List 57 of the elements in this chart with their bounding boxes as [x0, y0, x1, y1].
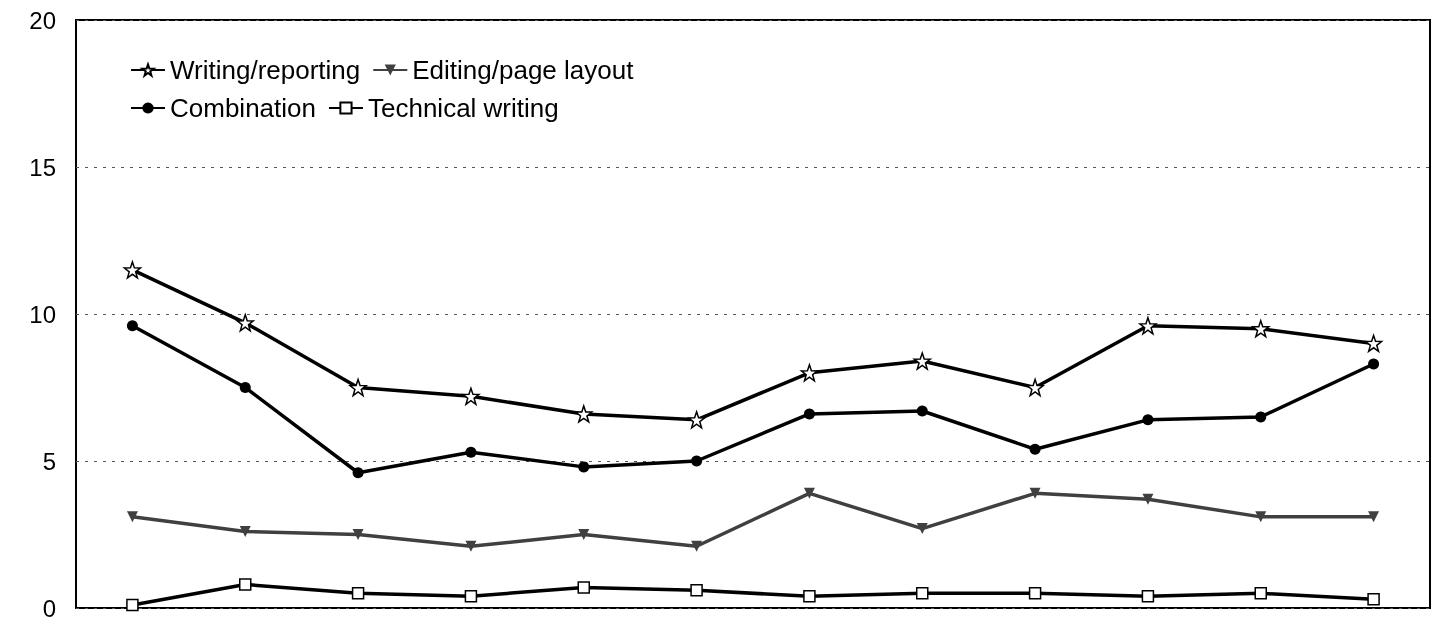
- point: [691, 455, 703, 467]
- point: [690, 584, 703, 597]
- y-tick-label: 0: [42, 594, 56, 622]
- point: [1364, 334, 1383, 353]
- point: [1368, 358, 1380, 370]
- point: [236, 314, 254, 332]
- legend-label: Combination: [170, 93, 316, 123]
- point: [1255, 411, 1267, 423]
- point: [578, 529, 590, 540]
- point: [123, 261, 142, 279]
- point: [1141, 589, 1155, 603]
- legend-label: Editing/page layout: [412, 55, 635, 85]
- point: [803, 408, 815, 420]
- point: [575, 405, 593, 423]
- point: [1142, 414, 1154, 426]
- point: [913, 352, 931, 370]
- point: [239, 578, 252, 591]
- point: [1367, 592, 1380, 606]
- point: [239, 382, 251, 393]
- point: [916, 587, 929, 600]
- point: [352, 467, 364, 479]
- point: [1142, 493, 1154, 505]
- legend-label: Technical writing: [367, 93, 559, 123]
- point: [349, 378, 367, 397]
- point: [687, 411, 706, 429]
- point: [916, 405, 928, 417]
- point: [803, 487, 815, 499]
- point: [126, 511, 138, 523]
- point: [1368, 511, 1380, 523]
- point: [351, 587, 365, 600]
- point: [1139, 317, 1157, 335]
- y-tick-label: 20: [29, 6, 56, 34]
- point: [1029, 487, 1041, 499]
- y-tick-label: 15: [29, 153, 56, 181]
- point: [1254, 587, 1267, 600]
- point: [800, 364, 819, 382]
- point: [1028, 587, 1042, 600]
- point: [577, 581, 590, 594]
- point: [465, 540, 477, 552]
- point: [352, 529, 364, 540]
- point: [691, 540, 703, 552]
- point: [126, 598, 139, 612]
- y-tick-label: 5: [42, 447, 56, 475]
- point: [465, 446, 477, 458]
- y-tick-label: 10: [29, 300, 56, 328]
- point: [462, 387, 480, 406]
- point: [1026, 378, 1044, 397]
- point: [126, 320, 138, 332]
- point: [578, 461, 590, 473]
- point: [239, 526, 251, 538]
- point: [464, 589, 478, 603]
- point: [916, 523, 928, 535]
- point: [1255, 511, 1267, 523]
- point: [1252, 319, 1270, 338]
- legend-label: Writing/reporting: [170, 55, 361, 85]
- point: [803, 589, 816, 603]
- point: [1029, 443, 1041, 455]
